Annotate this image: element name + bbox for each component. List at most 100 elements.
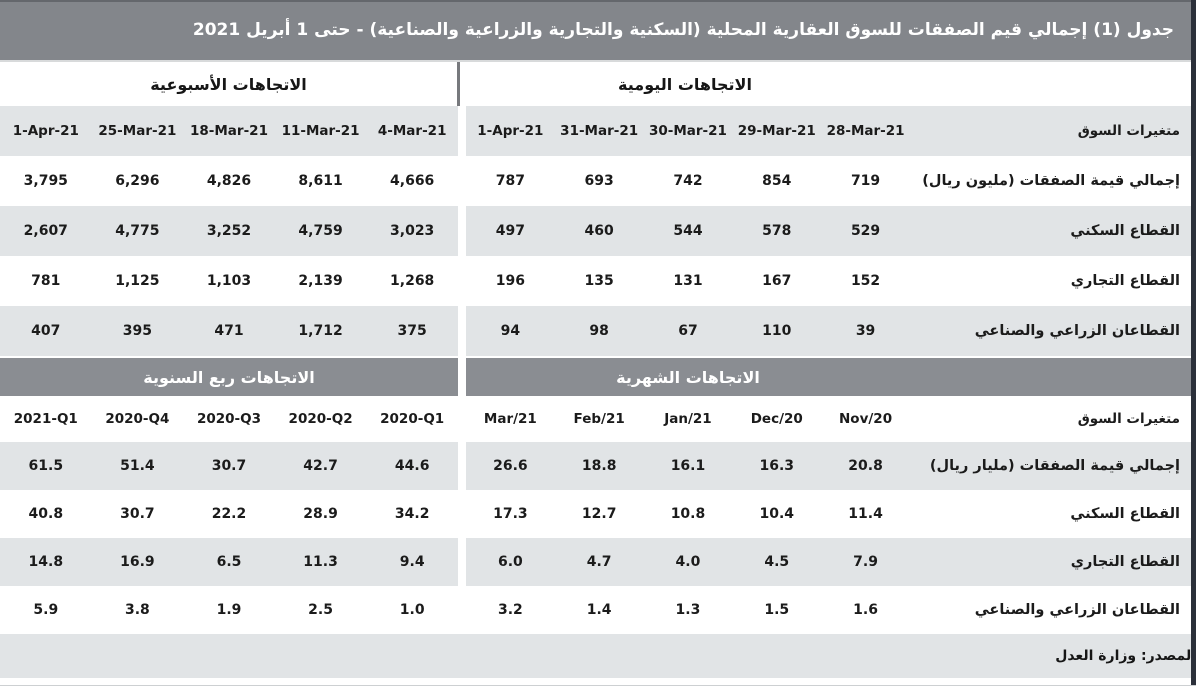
section-divider-gap	[457, 206, 466, 256]
col-header: 2020-Q1	[380, 411, 445, 427]
source-note: المصدر: وزارة العدل	[1055, 648, 1196, 664]
table-cell: 51.4	[91, 442, 184, 490]
col-header: Nov/20	[839, 411, 893, 427]
section-quarterly-monthly: 2021-Q1 2020-Q4 2020-Q3 2020-Q2 2020-Q1 …	[0, 396, 1196, 634]
row-label: القطاعان الزراعي والصناعي	[974, 602, 1180, 618]
table-row: 61.5 51.4 30.7 42.7 44.6 26.6 18.8 16.1 …	[0, 442, 1196, 490]
table-title-bar: جدول (1) إجمالي قيم الصفقات للسوق العقار…	[0, 0, 1196, 62]
table-cell: 1,125	[115, 273, 160, 289]
table-cell: 8,611	[298, 173, 343, 189]
col-header: 4-Mar-21	[366, 106, 458, 156]
table-cell: 3,795	[23, 173, 68, 189]
table-row: 3,795 6,296 4,826 8,611 4,666 787 693 74…	[0, 156, 1196, 206]
table-cell: 375	[366, 306, 458, 356]
table-cell: 4,826	[206, 173, 252, 189]
table-cell: 10.4	[759, 506, 795, 522]
table-cell: 6.5	[183, 538, 275, 586]
table-cell: 110	[732, 306, 822, 356]
col-header: 2020-Q3	[196, 411, 261, 427]
table-cell: 1.3	[675, 602, 701, 618]
table-cell: 4,666	[390, 173, 435, 189]
table-row: 2,607 4,775 3,252 4,759 3,023 497 460 54…	[0, 206, 1196, 256]
monthly-trends-title: الاتجاهات الشهرية	[616, 367, 760, 387]
daily-trends-title: الاتجاهات اليومية	[618, 74, 752, 94]
table-cell: 1,268	[390, 273, 435, 289]
section-divider-gap	[457, 106, 466, 156]
col-header: Dec/20	[750, 411, 803, 427]
row-label: إجمالي قيمة الصفقات (مليون ريال)	[922, 173, 1180, 189]
table-cell: 3.2	[497, 602, 523, 618]
col-header: 31-Mar-21	[554, 106, 644, 156]
table-cell: 544	[643, 206, 733, 256]
table-cell: 1,103	[206, 273, 252, 289]
table-cell: 44.6	[366, 442, 458, 490]
table-cell: 67	[643, 306, 733, 356]
top-border-line	[0, 0, 1196, 2]
table-cell: 2.5	[308, 602, 333, 618]
section-divider-line	[457, 62, 460, 106]
table-cell: 94	[465, 306, 555, 356]
col-header: 18-Mar-21	[183, 106, 275, 156]
table-cell: 11.4	[848, 506, 883, 522]
table-cell: 167	[762, 273, 792, 289]
section-divider-gap	[457, 256, 466, 306]
section-divider-gap	[458, 358, 466, 396]
table-cell: 42.7	[274, 442, 367, 490]
table-cell: 4.5	[732, 538, 822, 586]
table-cell: 30.7	[183, 442, 275, 490]
table-cell: 719	[850, 173, 881, 189]
col-header: Mar/21	[483, 411, 537, 427]
col-header: 28-Mar-21	[821, 106, 910, 156]
table-cell: 16.1	[643, 442, 733, 490]
table-row: 407 395 471 1,712 375 94 98 67 110 39 ال…	[0, 306, 1196, 356]
table-cell: 131	[673, 273, 703, 289]
col-header: 2020-Q2	[288, 411, 353, 427]
section-divider-gap	[457, 306, 466, 356]
table-cell: 17.3	[493, 506, 528, 522]
table-title: جدول (1) إجمالي قيم الصفقات للسوق العقار…	[192, 20, 1174, 40]
section-divider-gap	[457, 490, 466, 538]
table-cell: 1.9	[216, 602, 242, 618]
table-cell: 11.3	[274, 538, 367, 586]
table-cell: 14.8	[0, 538, 92, 586]
daily-header-zone: الاتجاهات اليومية	[460, 62, 910, 106]
section-weekly-daily: الاتجاهات الأسبوعية الاتجاهات اليومية 1-…	[0, 62, 1196, 356]
section-header-row: الاتجاهات الأسبوعية الاتجاهات اليومية	[0, 62, 1196, 106]
table-cell: 16.9	[91, 538, 184, 586]
table-cell: 7.9	[821, 538, 910, 586]
row-label: إجمالي قيمة الصفقات (مليار ريال)	[909, 442, 1196, 490]
table-cell: 3.8	[124, 602, 150, 618]
table-cell: 407	[0, 306, 92, 356]
table-cell: 18.8	[554, 442, 644, 490]
right-border-line	[1191, 0, 1196, 686]
table-cell: 460	[554, 206, 644, 256]
col-header: 1-Apr-21	[0, 106, 92, 156]
table-cell: 9.4	[366, 538, 458, 586]
table-cell: 497	[465, 206, 555, 256]
col-header: 1-Apr-21	[465, 106, 555, 156]
table-cell: 1.4	[586, 602, 612, 618]
table-cell: 787	[495, 173, 525, 189]
table-cell: 4.7	[554, 538, 644, 586]
table-cell: 742	[673, 173, 703, 189]
table-cell: 4,759	[274, 206, 367, 256]
table-cell: 395	[91, 306, 184, 356]
table-cell: 529	[821, 206, 910, 256]
table-cell: 1.6	[853, 602, 878, 618]
row-label-header: متغيرات السوق	[1077, 411, 1180, 427]
table-cell: 1.0	[399, 602, 425, 618]
table-cell: 3,252	[183, 206, 275, 256]
table-cell: 152	[850, 273, 881, 289]
weekly-header-zone: الاتجاهات الأسبوعية	[0, 62, 457, 106]
table-cell: 61.5	[0, 442, 92, 490]
quarterly-header-zone: الاتجاهات ربع السنوية	[0, 358, 458, 396]
table-cell: 471	[183, 306, 275, 356]
table-cell: 3,023	[366, 206, 458, 256]
col-header: 25-Mar-21	[91, 106, 184, 156]
table-row: 5.9 3.8 1.9 2.5 1.0 3.2 1.4 1.3 1.5 1.6 …	[0, 586, 1196, 634]
col-header: 11-Mar-21	[274, 106, 367, 156]
table-cell: 135	[584, 273, 614, 289]
row-label-header: متغيرات السوق	[909, 106, 1196, 156]
row-label: القطاع التجاري	[1070, 273, 1180, 289]
